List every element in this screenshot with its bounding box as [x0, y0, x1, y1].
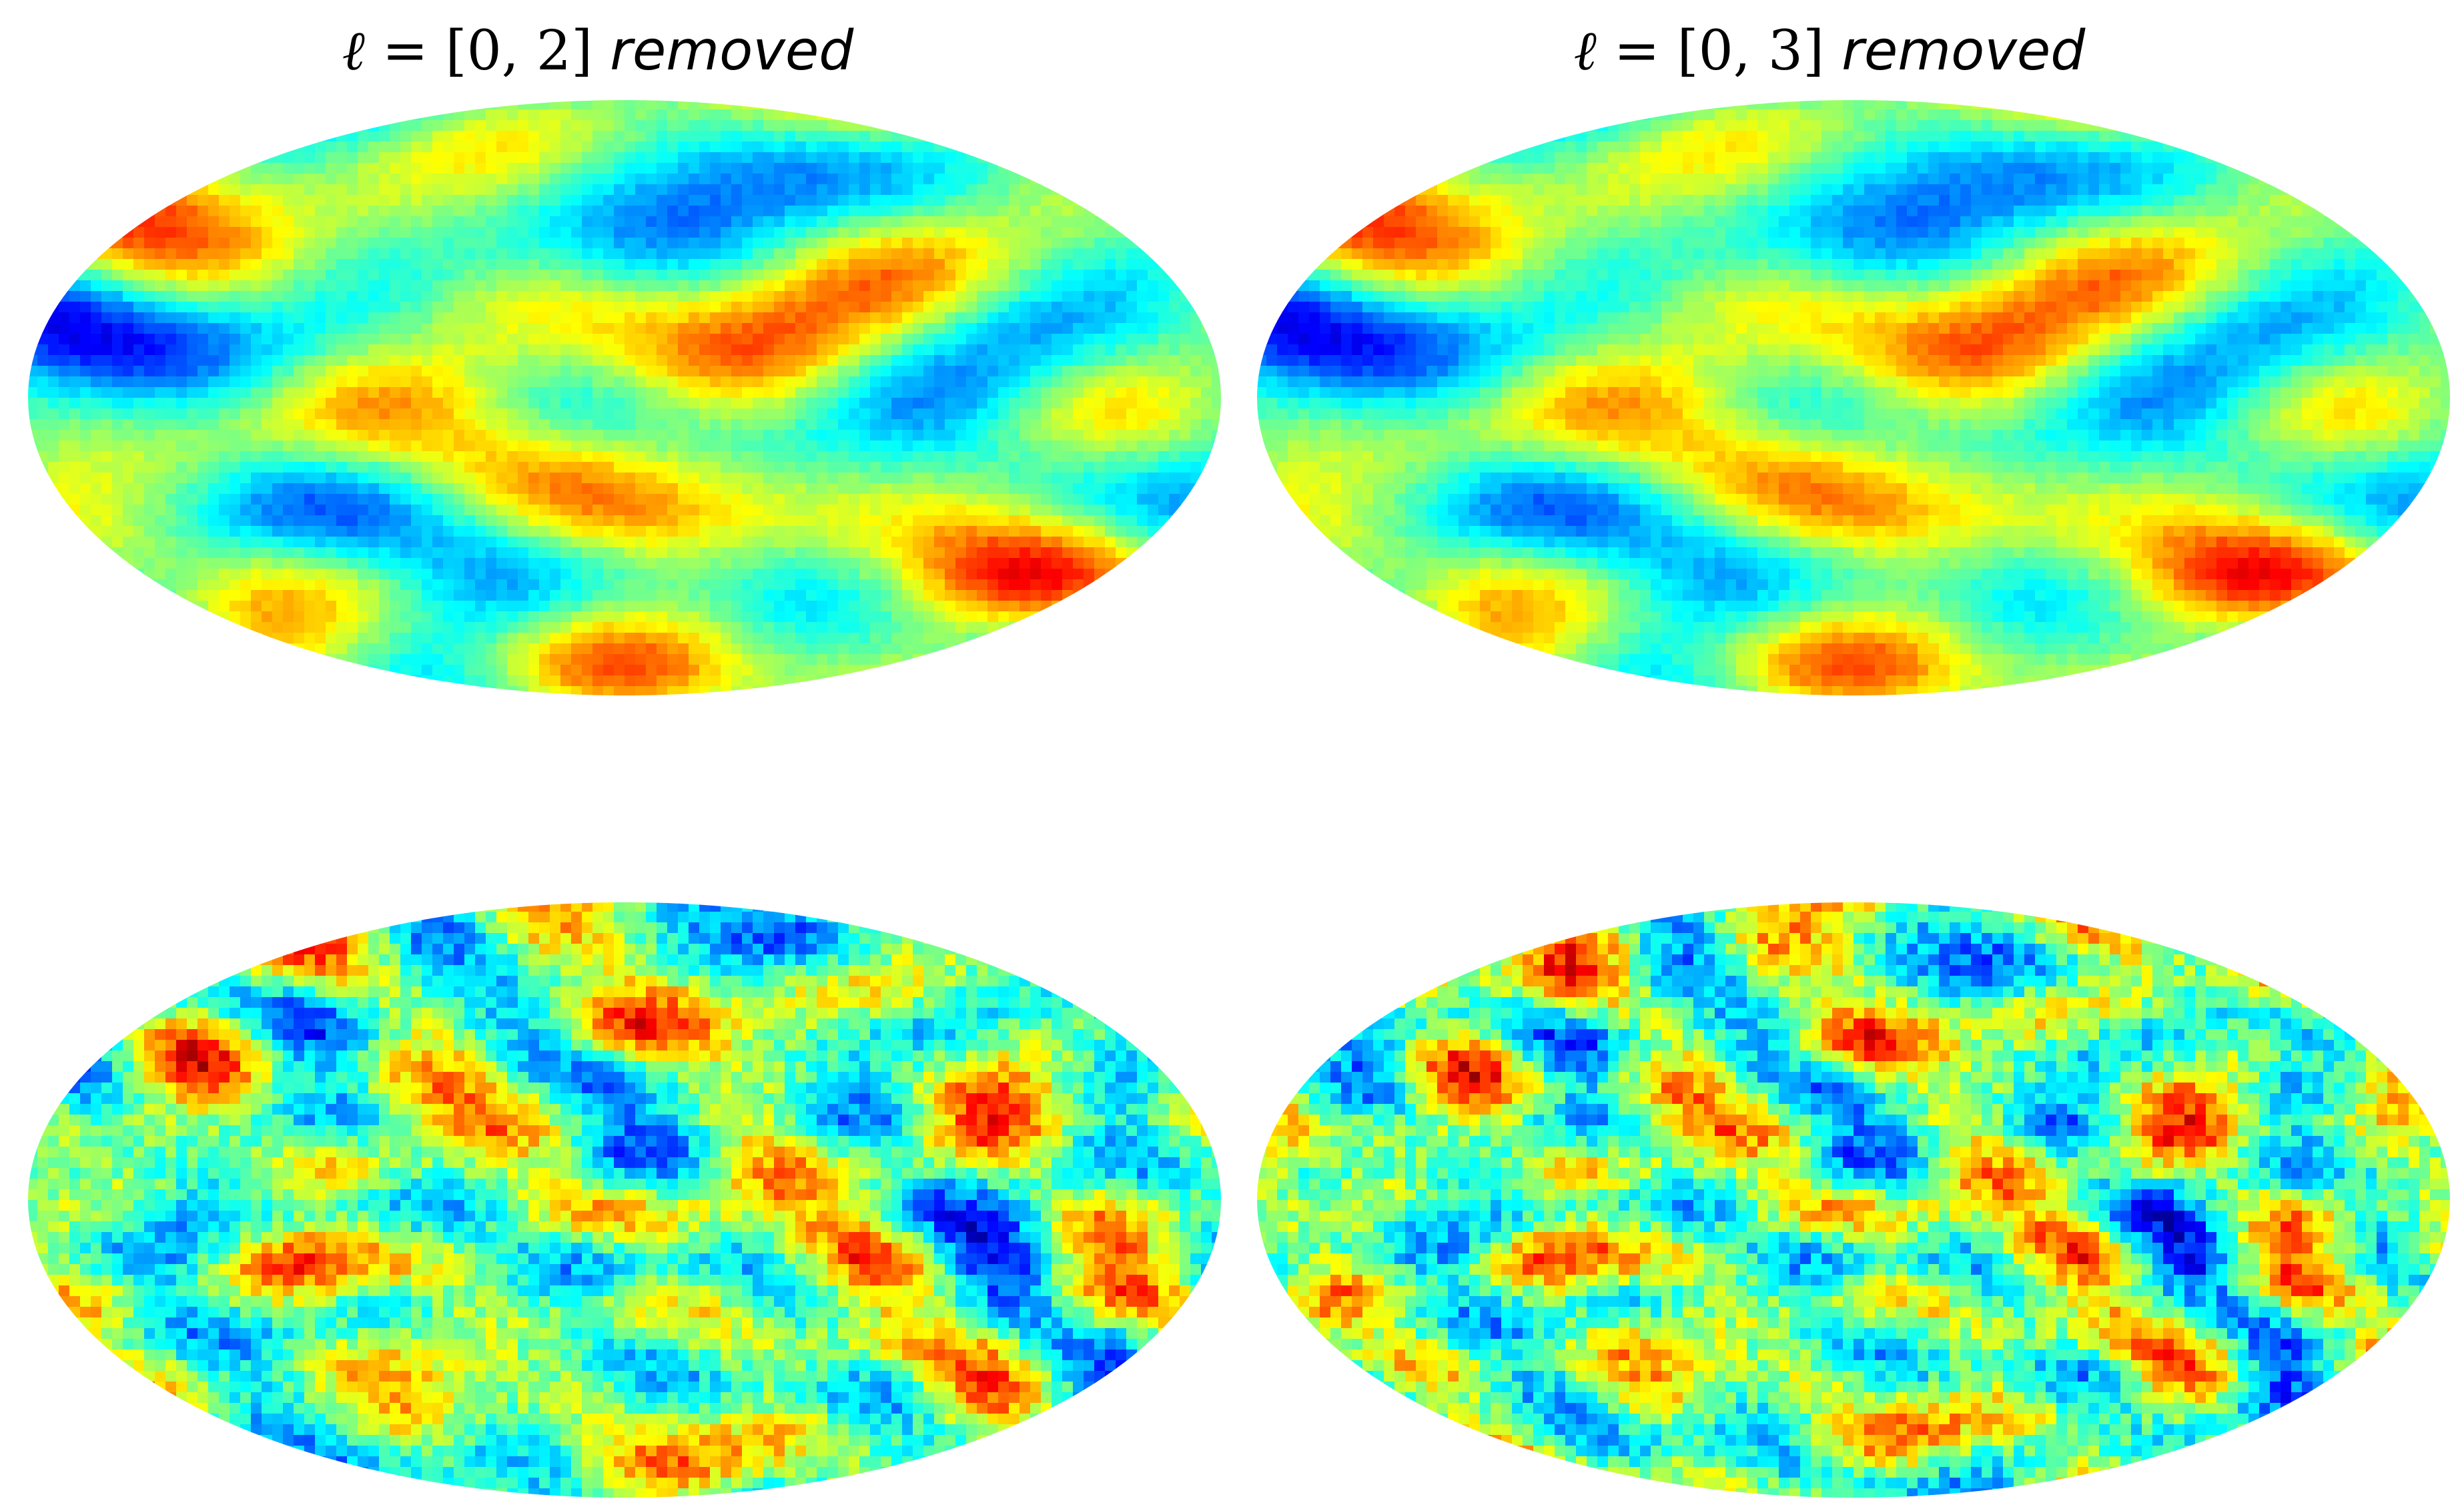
ell-symbol: ℓ: [342, 19, 365, 83]
ell-range: = [0, 3]: [1597, 19, 1841, 83]
map-pixels: [1257, 100, 2450, 695]
map-pixels: [28, 902, 1221, 1498]
sky-map-top-left: [28, 100, 1221, 695]
sky-map-bottom-left: [28, 902, 1221, 1498]
removed-word: removed: [610, 19, 853, 83]
map-pixels: [28, 100, 1221, 695]
sky-map-top-right: [1257, 100, 2450, 695]
map-pixels: [1257, 902, 2450, 1498]
ell-symbol: ℓ: [1574, 19, 1597, 83]
removed-word: removed: [1841, 19, 2085, 83]
title-top-right: ℓ = [0, 3] removed: [1232, 15, 2427, 88]
sky-map-bottom-right: [1257, 902, 2450, 1498]
title-top-left: ℓ = [0, 2] removed: [0, 15, 1196, 88]
ell-range: = [0, 2]: [365, 19, 610, 83]
